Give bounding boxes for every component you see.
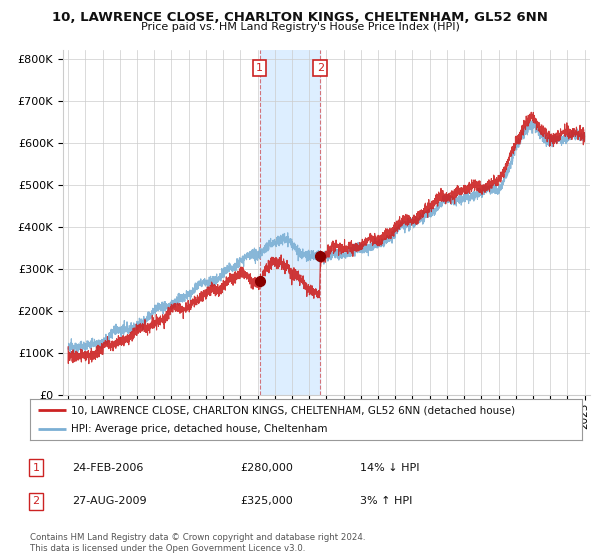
Text: Price paid vs. HM Land Registry's House Price Index (HPI): Price paid vs. HM Land Registry's House …: [140, 22, 460, 32]
Text: Contains HM Land Registry data © Crown copyright and database right 2024.: Contains HM Land Registry data © Crown c…: [30, 533, 365, 542]
Text: This data is licensed under the Open Government Licence v3.0.: This data is licensed under the Open Gov…: [30, 544, 305, 553]
Text: 1: 1: [256, 63, 263, 73]
Text: 2: 2: [317, 63, 324, 73]
Text: 2: 2: [32, 496, 40, 506]
Text: 27-AUG-2009: 27-AUG-2009: [72, 496, 146, 506]
Text: £280,000: £280,000: [240, 463, 293, 473]
Text: 24-FEB-2006: 24-FEB-2006: [72, 463, 143, 473]
Text: 10, LAWRENCE CLOSE, CHARLTON KINGS, CHELTENHAM, GL52 6NN (detached house): 10, LAWRENCE CLOSE, CHARLTON KINGS, CHEL…: [71, 405, 515, 415]
Text: 14% ↓ HPI: 14% ↓ HPI: [360, 463, 419, 473]
Bar: [260, 50, 320, 395]
Text: HPI: Average price, detached house, Cheltenham: HPI: Average price, detached house, Chel…: [71, 424, 328, 433]
Text: 3% ↑ HPI: 3% ↑ HPI: [360, 496, 412, 506]
Text: 1: 1: [32, 463, 40, 473]
Text: £325,000: £325,000: [240, 496, 293, 506]
Text: 10, LAWRENCE CLOSE, CHARLTON KINGS, CHELTENHAM, GL52 6NN: 10, LAWRENCE CLOSE, CHARLTON KINGS, CHEL…: [52, 11, 548, 24]
